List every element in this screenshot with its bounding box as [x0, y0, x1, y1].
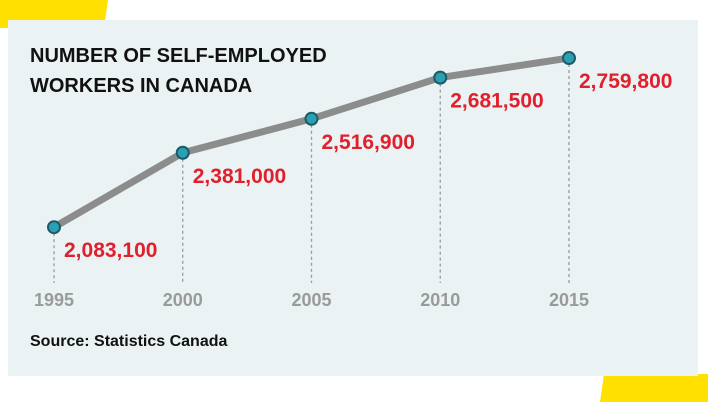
chart-title-line-1: NUMBER OF SELF-EMPLOYED [30, 45, 327, 67]
x-axis-ticks: 1995 2000 2005 2010 2015 [34, 290, 589, 310]
value-labels: 2,083,100 2,381,000 2,516,900 2,681,500 2,75… [64, 70, 672, 262]
x-tick-1995: 1995 [34, 290, 74, 310]
value-label-2005: 2,516,900 [322, 131, 415, 154]
value-label-1995: 2,083,100 [64, 239, 157, 262]
source-note: Source: Statistics Canada [30, 333, 228, 350]
chart-title-line-2: WORKERS IN CANADA [30, 75, 252, 97]
x-tick-2005: 2005 [291, 290, 331, 310]
data-point-2000 [175, 145, 190, 160]
x-tick-2015: 2015 [549, 290, 589, 310]
x-tick-2000: 2000 [163, 290, 203, 310]
value-label-2000: 2,381,000 [193, 165, 286, 188]
data-point-2005 [304, 111, 319, 126]
drop-lines [53, 58, 570, 283]
data-point-2015 [562, 51, 576, 66]
value-label-2015: 2,759,800 [579, 70, 672, 93]
data-point-1995 [47, 220, 61, 235]
accent-corner-bottom [600, 374, 708, 402]
x-tick-2010: 2010 [420, 290, 460, 310]
data-point-2010 [433, 70, 448, 85]
chart-panel [8, 20, 698, 376]
value-label-2010: 2,681,500 [450, 90, 543, 113]
data-points [47, 51, 576, 235]
